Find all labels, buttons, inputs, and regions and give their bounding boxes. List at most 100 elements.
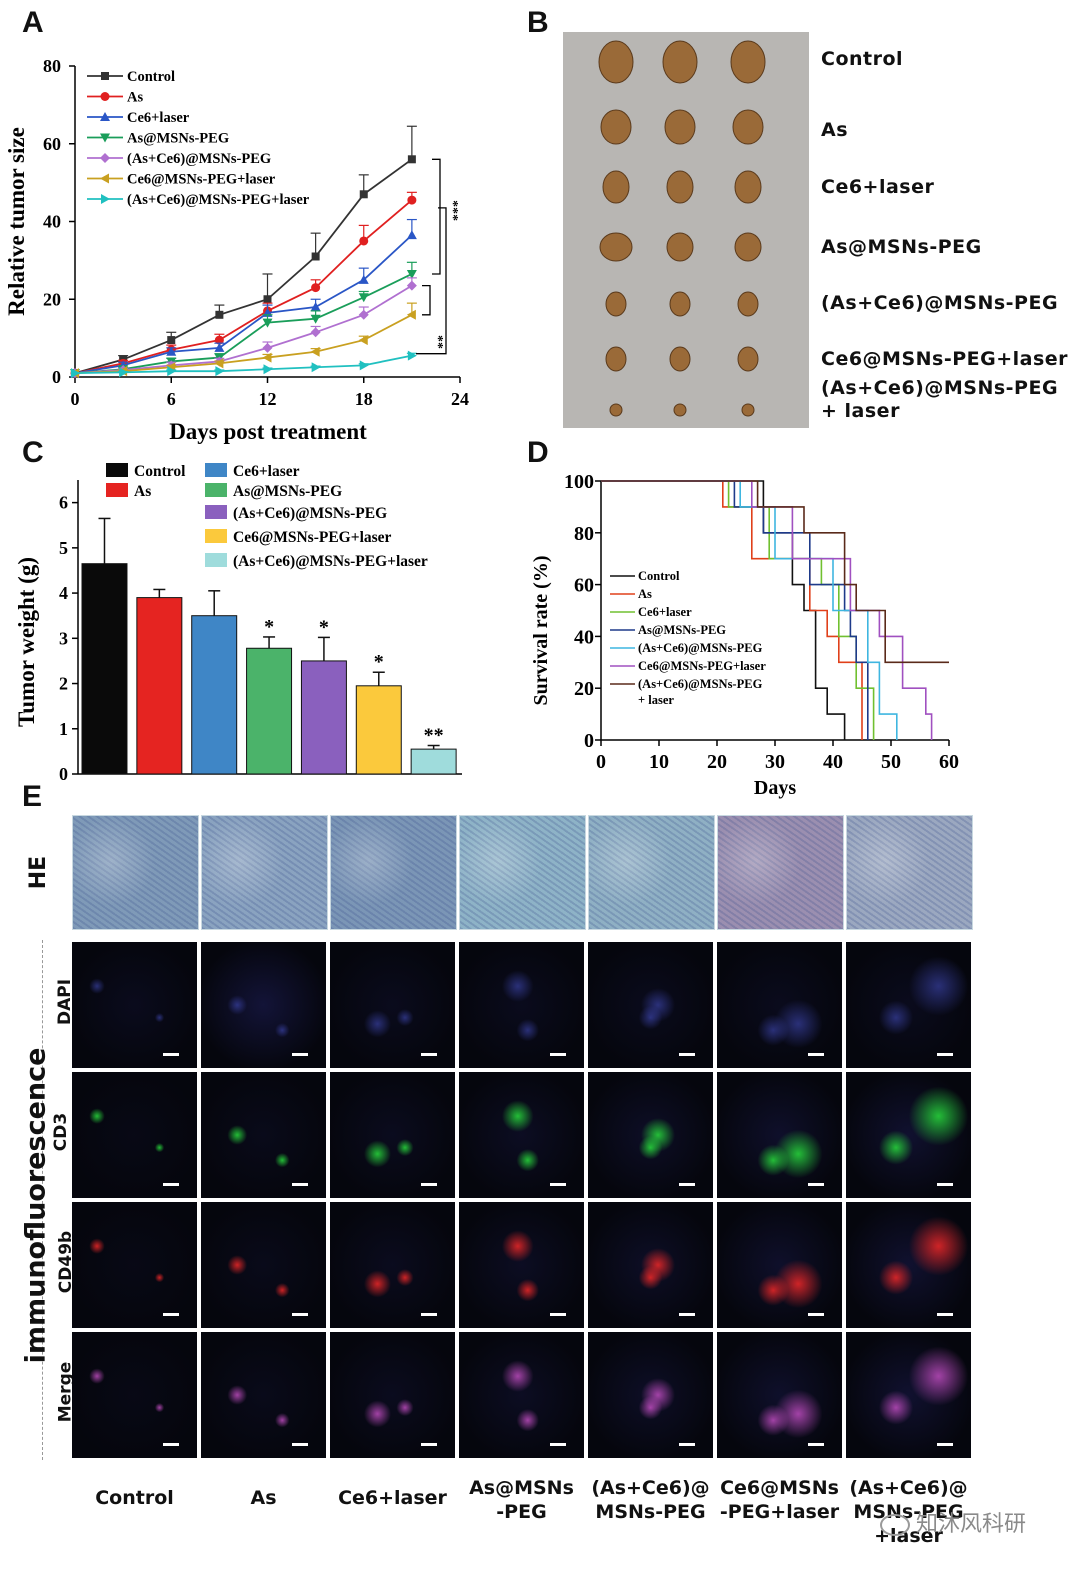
- column-label-line: MSNs-PEG: [595, 1501, 706, 1523]
- a-data-point: [407, 350, 417, 361]
- a-data-point: [215, 310, 224, 319]
- he-tile: [201, 815, 328, 930]
- a-series-line: [74, 284, 413, 375]
- he-tile: [330, 815, 457, 930]
- b-label-as: As: [821, 119, 849, 141]
- c-significance: **: [424, 725, 444, 747]
- scale-bar: [679, 1443, 695, 1446]
- if-tile-cd3: [459, 1072, 584, 1198]
- scale-bar: [163, 1313, 179, 1316]
- d-legend-label: As@MSNs-PEG: [638, 623, 726, 637]
- scale-bar: [421, 1053, 437, 1056]
- d-x-axis-label: Days: [754, 777, 796, 799]
- scale-bar: [937, 1053, 953, 1056]
- if-tile-merge: [459, 1332, 584, 1458]
- if-tile-cd3: [72, 1072, 197, 1198]
- he-tile: [717, 815, 844, 930]
- if-tile-merge: [588, 1332, 713, 1458]
- a-data-point: [310, 346, 320, 357]
- c-legend-label: (As+Ce6)@MSNs-PEG+laser: [233, 553, 428, 570]
- a-y-tick-label: 60: [43, 134, 61, 154]
- scale-bar: [550, 1443, 566, 1446]
- a-significance-2: **: [430, 335, 445, 349]
- column-label: Ce6+laser: [324, 1486, 461, 1510]
- if-tile-cd49b: [201, 1202, 326, 1328]
- scale-bar: [679, 1183, 695, 1186]
- b-label-as-ce6-msns-peg-laser-2: + laser: [821, 400, 900, 422]
- c-y-axis-label: Tumor weight (g): [14, 557, 39, 727]
- if-tile-merge: [717, 1332, 842, 1458]
- b-tumor: [734, 170, 762, 204]
- panel-e-histology: HE DAPI CD3 CD49b Merge immunofluorescence Con…: [0, 800, 1080, 1582]
- column-label-line: As: [250, 1487, 277, 1509]
- c-legend-label: As@MSNs-PEG: [233, 483, 342, 500]
- panel-letter-b: B: [527, 6, 549, 39]
- scale-bar: [292, 1053, 308, 1056]
- b-tumor: [664, 109, 696, 145]
- if-tile-cd49b: [72, 1202, 197, 1328]
- b-tumor: [669, 346, 691, 372]
- column-label: As@MSNs -PEG: [453, 1476, 590, 1524]
- if-tile-dapi: [846, 942, 971, 1068]
- scale-bar: [937, 1443, 953, 1446]
- b-label-as-ce6-msns-peg-laser-1: (As+Ce6)@MSNs-PEG: [821, 377, 1059, 399]
- a-data-point: [310, 302, 321, 312]
- if-tile-cd3: [846, 1072, 971, 1198]
- he-tile: [846, 815, 973, 930]
- d-x-tick-label: 50: [881, 751, 901, 773]
- panel-letter-c: C: [22, 436, 44, 469]
- c-legend-swatch: [205, 529, 227, 543]
- c-legend-swatch: [205, 505, 227, 519]
- scale-bar: [937, 1183, 953, 1186]
- if-tile-cd3: [330, 1072, 455, 1198]
- d-series-line-1: [601, 480, 863, 740]
- c-legend-swatch: [205, 463, 227, 477]
- b-tumor: [602, 170, 630, 204]
- column-label: (As+Ce6)@ MSNs-PEG: [582, 1476, 719, 1524]
- scale-bar: [292, 1443, 308, 1446]
- c-legend-label: Ce6@MSNs-PEG+laser: [233, 529, 392, 546]
- b-label-control: Control: [821, 48, 904, 70]
- a-data-point: [358, 309, 369, 320]
- a-data-point: [311, 283, 321, 293]
- if-tile-cd49b: [846, 1202, 971, 1328]
- if-tile-dapi: [459, 942, 584, 1068]
- b-tumor: [662, 40, 698, 84]
- c-bar: [300, 660, 347, 775]
- a-series-line: [74, 234, 413, 375]
- b-tumor: [598, 40, 634, 84]
- a-series-line: [74, 158, 413, 374]
- a-legend-marker: [101, 72, 109, 80]
- d-y-tick-label: 60: [574, 575, 594, 597]
- panel-letter-d: D: [527, 436, 549, 469]
- a-y-tick-label: 0: [52, 367, 61, 387]
- if-tile-merge: [846, 1332, 971, 1458]
- a-data-point: [407, 155, 416, 164]
- a-data-point: [262, 318, 273, 328]
- a-x-axis-label: Days post treatment: [169, 419, 367, 444]
- a-significance-1: ***: [445, 200, 460, 221]
- d-legend-label: (As+Ce6)@MSNs-PEG: [638, 641, 763, 655]
- c-significance: *: [374, 651, 384, 673]
- scale-bar: [421, 1313, 437, 1316]
- b-tumor: [605, 346, 627, 372]
- b-tumor: [741, 403, 755, 417]
- c-y-tick-label: 1: [59, 719, 68, 739]
- c-y-tick-label: 6: [59, 493, 68, 513]
- panel-letter-a: A: [22, 6, 44, 39]
- a-legend-label: As: [127, 90, 143, 106]
- a-legend-marker: [100, 112, 110, 121]
- c-legend-swatch: [205, 553, 227, 567]
- d-legend-label: Control: [638, 569, 680, 583]
- if-tile-cd3: [717, 1072, 842, 1198]
- if-tile-dapi: [72, 942, 197, 1068]
- a-series-line: [74, 314, 413, 375]
- a-legend-label: Ce6@MSNs-PEG+laser: [127, 172, 276, 188]
- b-tumor: [599, 232, 633, 262]
- watermark-text: 知沐风科研: [880, 1506, 1026, 1538]
- c-bar: [410, 748, 457, 775]
- if-tile-cd49b: [588, 1202, 713, 1328]
- row-label-cd3: CD3: [51, 1112, 72, 1152]
- he-tile: [459, 815, 586, 930]
